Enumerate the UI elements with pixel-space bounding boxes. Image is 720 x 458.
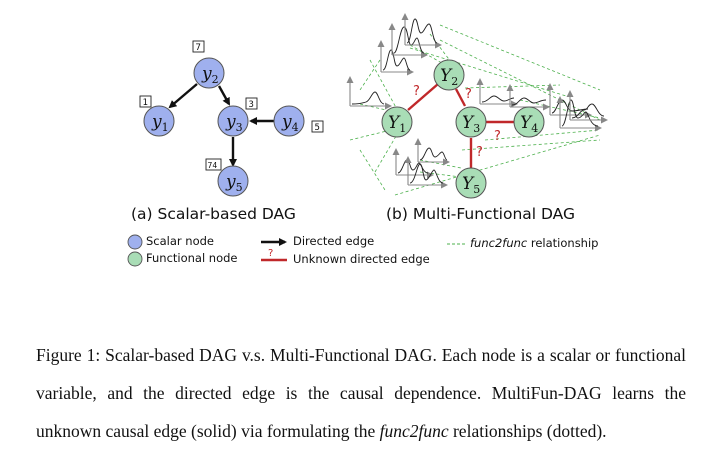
legend-unknown-mark: ? [268,248,273,259]
scalar-nodes [143,57,305,197]
panel-b-caption: (b) Multi-Functional DAG [386,205,576,223]
label-y4: y4 [281,112,299,134]
functional-nodes [381,59,545,199]
functional-node-y3 [455,106,487,138]
functional-node-y4 [513,106,545,138]
scalar-node-y4 [273,105,305,137]
label-y2: y2 [201,64,219,86]
panel-b-functional-dag: ? ? ? ? Y2 Y1 Y3 Y4 Y5 [346,13,608,199]
scalar-node-y5 [217,165,249,197]
caption-label: Figure 1: [36,345,101,365]
scalar-node-y1 [143,105,175,137]
value-box-y3 [245,97,258,110]
unknown-edge-marks: ? ? ? ? [413,84,501,160]
caption-em: func2func [379,421,449,441]
label-y1: y1 [151,112,169,134]
function-plot-y5 [392,138,450,189]
functional-node-y1 [381,106,413,138]
label-y3: y3 [225,112,243,134]
svg-text:Y1: Y1 [388,113,406,135]
value-box-y5 [205,158,222,171]
caption-part2: relationships (dotted). [448,421,607,441]
svg-text:Y5: Y5 [462,174,480,196]
scalar-node-y3 [217,105,249,137]
value-box-y2-text: 7 [196,43,201,53]
svg-text:?: ? [494,129,501,144]
panel-a-caption: (a) Scalar-based DAG [131,205,296,223]
function-plot-y2-group [377,13,442,76]
caption-part1: Scalar-based DAG v.s. Multi-Functional D… [36,345,686,441]
value-box-y1-text: 1 [143,98,148,108]
legend-relationship-text: relationship [527,236,599,250]
svg-text:?: ? [413,84,420,99]
edge-y2-y1 [168,83,198,109]
scalar-edges [168,83,275,167]
legend-func2func-label: func2func relationship [470,236,598,250]
svg-text:Y3: Y3 [462,113,480,135]
functional-node-y2 [433,59,465,91]
figure-caption: Figure 1: Scalar-based DAG v.s. Multi-Fu… [36,336,686,450]
svg-text:Y4: Y4 [520,113,538,135]
legend-functional-swatch [127,251,143,267]
unknown-edges [407,83,515,168]
legend-graphics: ? [127,234,466,267]
legend-unknown-edge-label: Unknown directed edge [293,252,430,266]
legend-functional-label: Functional node [146,251,238,265]
svg-text:?: ? [465,87,472,102]
value-box-y4 [311,120,324,133]
function-plot-y4 [546,83,608,132]
value-box-y1 [139,95,152,108]
scalar-node-y2 [193,57,225,89]
value-boxes: 7 1 3 5 74 [139,40,324,171]
functional-node-labels: Y2 Y1 Y3 Y4 Y5 [388,66,538,196]
value-box-y3-text: 3 [249,100,254,110]
svg-text:Y2: Y2 [440,66,458,88]
function-plot-y1 [346,76,392,110]
unknown-edge-y1-y2 [407,83,439,111]
edge-y2-y3 [217,85,231,106]
figure-graphic: y2 y1 y3 y4 y5 7 1 3 5 74 [127,13,608,267]
unknown-edge-y2-y3 [454,88,467,107]
functional-node-y5 [455,167,487,199]
value-box-y2 [192,40,205,53]
function-plot-y3 [476,78,550,111]
panel-a-scalar-dag: y2 y1 y3 y4 y5 7 1 3 5 74 [139,40,324,197]
legend-scalar-swatch [127,234,143,250]
function-plots [346,13,608,189]
label-y5: y5 [225,172,243,194]
legend-directed-edge-label: Directed edge [293,234,375,248]
value-box-y5-text: 74 [208,161,218,170]
value-box-y4-text: 5 [315,123,320,133]
legend-func2func-em: func2func [470,236,528,250]
scalar-node-labels: y2 y1 y3 y4 y5 [151,64,299,194]
legend-scalar-label: Scalar node [146,234,214,248]
svg-text:?: ? [476,145,483,160]
